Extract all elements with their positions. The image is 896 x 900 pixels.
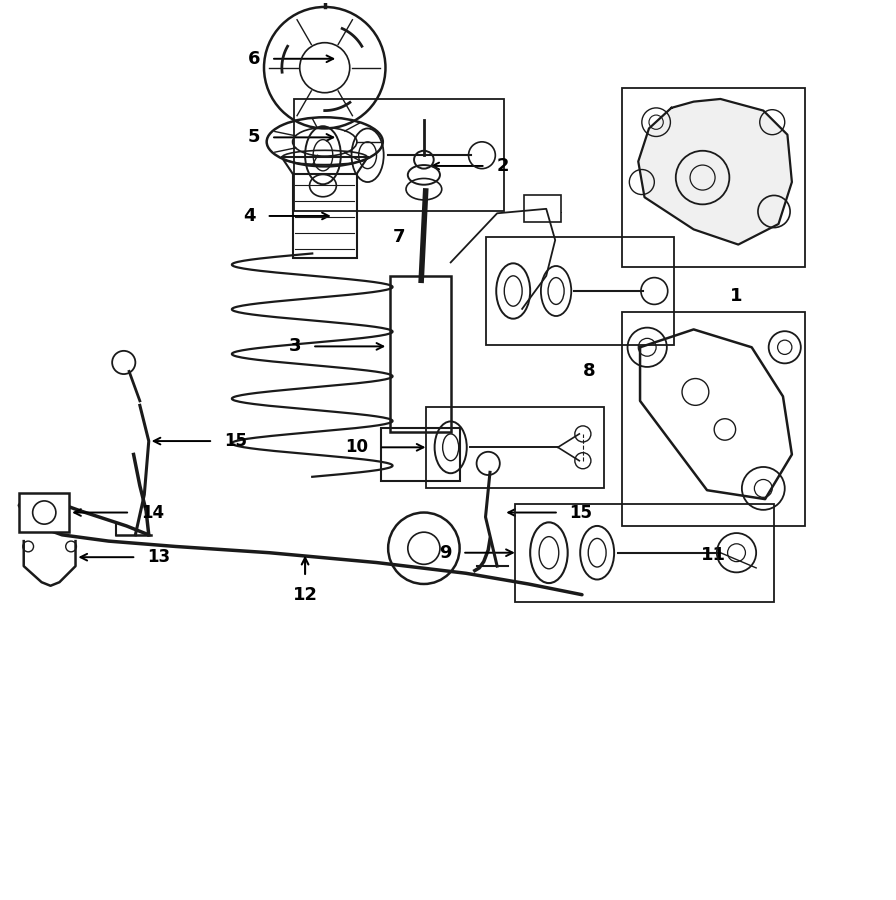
Text: 7: 7 [393, 229, 406, 247]
Text: 2: 2 [496, 157, 509, 175]
Bar [381, 428, 460, 482]
Polygon shape [638, 99, 792, 245]
Bar [622, 88, 806, 267]
Bar [426, 407, 604, 488]
Text: 15: 15 [570, 503, 592, 521]
Bar [293, 174, 357, 258]
Text: 3: 3 [289, 338, 302, 356]
Bar [295, 99, 504, 211]
Bar [622, 311, 806, 526]
Text: 8: 8 [582, 363, 596, 381]
Text: 1: 1 [730, 286, 742, 304]
Bar [390, 275, 451, 432]
Text: 12: 12 [293, 586, 317, 604]
Text: 9: 9 [439, 544, 452, 562]
Text: 10: 10 [346, 438, 368, 456]
Bar [19, 493, 69, 532]
Text: 15: 15 [224, 432, 246, 450]
Text: 4: 4 [244, 207, 256, 225]
Text: 5: 5 [248, 129, 261, 147]
Text: 13: 13 [147, 548, 170, 566]
Bar [515, 504, 774, 602]
Bar [487, 238, 674, 345]
Text: 11: 11 [702, 545, 727, 563]
Polygon shape [640, 329, 792, 500]
Text: 6: 6 [248, 50, 261, 68]
Bar [524, 195, 562, 222]
Text: 14: 14 [141, 503, 164, 521]
